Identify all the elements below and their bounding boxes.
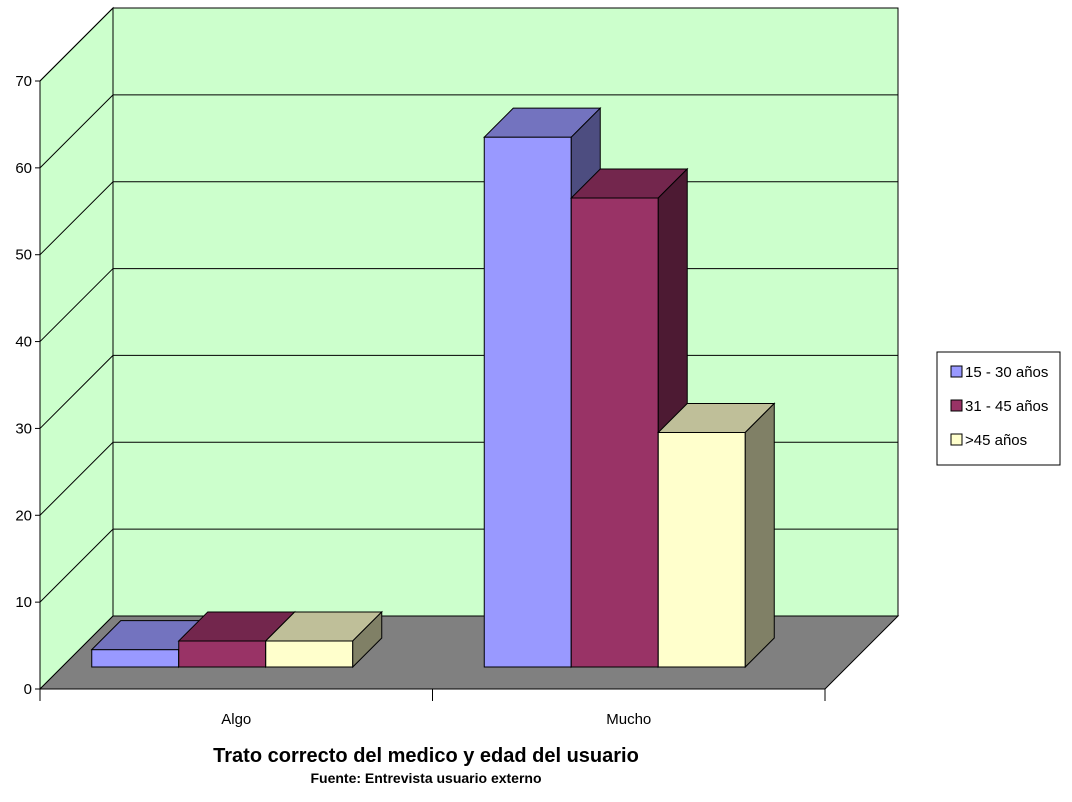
- bar-front: [570, 197, 659, 668]
- chart-subtitle: Fuente: Entrevista usuario externo: [310, 770, 542, 786]
- legend-swatch: [950, 399, 963, 412]
- y-tick-label: 0: [24, 681, 32, 698]
- bar-front: [91, 649, 180, 668]
- bar-side: [352, 610, 383, 669]
- legend-entry: >45 años: [965, 432, 1027, 449]
- legend-swatch: [950, 433, 963, 446]
- gridline: [39, 94, 898, 169]
- category-label: Algo: [221, 711, 251, 728]
- bar-front: [657, 431, 746, 668]
- legend-entry: 15 - 30 años: [965, 364, 1048, 381]
- side-wall: [39, 6, 114, 691]
- chart-caption: Trato correcto del medico y edad del usu…: [0, 744, 852, 788]
- bar-front: [178, 640, 267, 668]
- y-tick-label: 30: [15, 420, 32, 437]
- y-tick-label: 70: [15, 73, 32, 90]
- bar: [264, 610, 383, 669]
- bar: [657, 402, 776, 669]
- bar-front: [483, 136, 572, 668]
- legend-swatch: [950, 365, 963, 378]
- legend: 15 - 30 años 31 - 45 años >45 años: [936, 351, 1061, 466]
- y-tick-label: 10: [15, 594, 32, 611]
- y-tick-label: 60: [15, 160, 32, 177]
- y-tick-label: 40: [15, 334, 32, 351]
- category-label: Mucho: [606, 711, 651, 728]
- gridline: [39, 7, 898, 82]
- axes: [35, 80, 826, 701]
- chart-title: Trato correcto del medico y edad del usu…: [213, 745, 639, 767]
- bar-side: [744, 402, 775, 669]
- y-tick-label: 50: [15, 247, 32, 264]
- y-tick-label: 20: [15, 507, 32, 524]
- y-tick-labels: 0 10 20 30 40 50 60 70: [15, 73, 32, 698]
- bars: [90, 106, 776, 669]
- legend-entry: 31 - 45 años: [965, 398, 1048, 415]
- bar-front: [265, 640, 354, 668]
- category-labels: Algo Mucho: [221, 711, 651, 728]
